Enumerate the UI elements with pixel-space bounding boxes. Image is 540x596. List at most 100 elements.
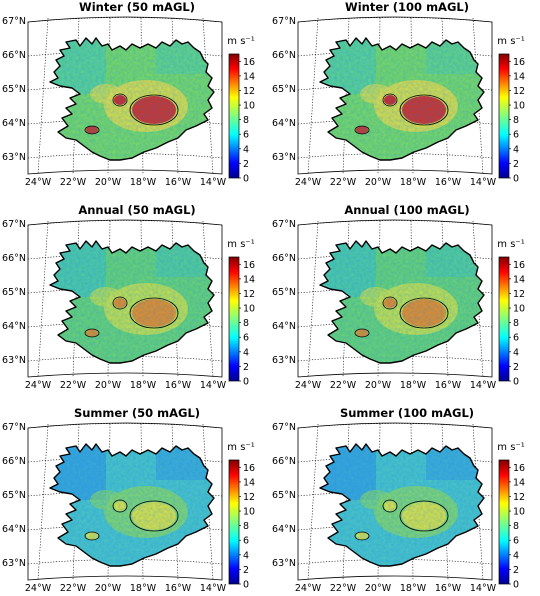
latitude-label: 64°N	[2, 524, 26, 535]
colorbar-unit: m s⁻¹	[497, 36, 524, 47]
colorbar-tick-label: 4	[513, 144, 519, 155]
latitude-label: 65°N	[272, 84, 296, 95]
map-panel: Summer (50 mAGL) 67°N 66°N 65°N 64°N 63°N 24°W…	[2, 406, 255, 594]
latitude-label: 66°N	[2, 253, 26, 264]
map-panel: Annual (50 mAGL) 67°N 66°N 65°N 64°N 63°N 24°W…	[2, 203, 255, 391]
panel-title: Winter (50 mAGL)	[79, 0, 195, 14]
colorbar-tick-label: 2	[243, 362, 249, 373]
longitude-label: 20°W	[95, 583, 122, 592]
colorbar-tick-label: 0	[513, 580, 519, 591]
colorbar	[228, 256, 240, 382]
colorbar-tick-label: 0	[243, 377, 249, 388]
longitude-label: 18°W	[130, 177, 157, 188]
colorbar	[498, 53, 510, 179]
longitude-label: 16°W	[435, 583, 462, 592]
longitude-label: 22°W	[330, 177, 357, 188]
longitude-label: 18°W	[130, 583, 157, 592]
longitude-gridline	[107, 220, 111, 378]
longitude-gridline	[140, 220, 144, 378]
colorbar-tick-label: 6	[243, 333, 249, 344]
latitude-label: 63°N	[2, 355, 26, 366]
longitude-gridline	[140, 423, 144, 581]
longitude-gridline	[377, 17, 381, 175]
longitude-label: 20°W	[365, 380, 392, 391]
longitude-gridline	[202, 220, 214, 378]
colorbar-tick-label: 4	[513, 550, 519, 561]
longitude-label: 24°W	[295, 583, 322, 592]
colorbar-tick-label: 14	[243, 274, 255, 285]
longitude-gridline	[202, 423, 214, 581]
colorbar-tick-label: 14	[243, 477, 255, 488]
latitude-label: 66°N	[2, 456, 26, 467]
longitude-label: 14°W	[470, 380, 497, 391]
colorbar-tick-label: 10	[513, 101, 525, 112]
longitude-gridline	[307, 423, 319, 581]
map-panel: Winter (50 mAGL) 67°N 66°N 65°N 64°N 63°N 24°W…	[2, 0, 255, 188]
latitude-gridline	[297, 17, 493, 23]
colorbar-tick-label: 12	[243, 492, 255, 503]
latitude-label: 67°N	[2, 422, 26, 433]
colorbar-tick-label: 6	[513, 130, 519, 141]
latitude-gridline	[27, 220, 223, 226]
longitude-label: 24°W	[295, 177, 322, 188]
longitude-label: 22°W	[60, 380, 87, 391]
panel-title: Annual (50 mAGL)	[78, 203, 195, 217]
longitude-label: 16°W	[435, 380, 462, 391]
colorbar-tick-label: 2	[513, 159, 519, 170]
longitude-label: 16°W	[165, 177, 192, 188]
longitude-gridline	[140, 17, 144, 175]
latitude-label: 64°N	[272, 321, 296, 332]
colorbar-tick-label: 10	[243, 304, 255, 315]
latitude-gridline	[297, 220, 493, 226]
colorbar-tick-label: 14	[513, 477, 525, 488]
panel-title: Summer (50 mAGL)	[74, 406, 200, 420]
longitude-gridline	[410, 423, 414, 581]
latitude-gridline	[27, 17, 223, 23]
iceland-wind-field	[319, 37, 485, 161]
colorbar-tick-label: 8	[513, 318, 519, 329]
colorbar-tick-label: 6	[243, 130, 249, 141]
colorbar-tick-label: 8	[243, 521, 249, 532]
colorbar-tick-label: 14	[513, 274, 525, 285]
latitude-label: 64°N	[2, 118, 26, 129]
colorbar-tick-label: 12	[243, 289, 255, 300]
colorbar-tick-label: 8	[243, 318, 249, 329]
latitude-label: 66°N	[2, 50, 26, 61]
map-panel: Summer (100 mAGL) 67°N 66°N 65°N 64°N 63°N 24°…	[272, 406, 525, 594]
colorbar-tick-label: 4	[243, 347, 249, 358]
longitude-gridline	[472, 423, 484, 581]
latitude-label: 63°N	[272, 558, 296, 569]
longitude-label: 22°W	[60, 177, 87, 188]
longitude-label: 14°W	[200, 583, 227, 592]
latitude-gridline	[297, 423, 493, 429]
longitude-label: 20°W	[365, 177, 392, 188]
latitude-gridline	[27, 153, 223, 159]
panel-title: Annual (100 mAGL)	[344, 203, 469, 217]
colorbar-tick-label: 2	[243, 159, 249, 170]
longitude-gridline	[37, 17, 49, 175]
colorbar-tick-label: 12	[513, 492, 525, 503]
colorbar-tick-label: 0	[513, 174, 519, 185]
longitude-gridline	[410, 17, 414, 175]
longitude-label: 24°W	[25, 583, 52, 592]
colorbar-tick-label: 14	[243, 71, 255, 82]
iceland-wind-field	[319, 443, 485, 567]
colorbar-tick-label: 12	[243, 86, 255, 97]
longitude-label: 22°W	[330, 380, 357, 391]
longitude-label: 18°W	[400, 177, 427, 188]
longitude-label: 20°W	[95, 177, 122, 188]
colorbar-tick-label: 6	[513, 333, 519, 344]
colorbar-tick-label: 0	[513, 377, 519, 388]
colorbar-tick-label: 4	[243, 550, 249, 561]
latitude-label: 67°N	[272, 219, 296, 230]
panel-title: Winter (100 mAGL)	[345, 0, 469, 14]
colorbar	[498, 256, 510, 382]
colorbar-tick-label: 2	[513, 362, 519, 373]
longitude-gridline	[410, 220, 414, 378]
longitude-gridline	[377, 220, 381, 378]
longitude-label: 22°W	[60, 583, 87, 592]
longitude-gridline	[37, 220, 49, 378]
panel-title: Summer (100 mAGL)	[340, 406, 474, 420]
latitude-label: 66°N	[272, 456, 296, 467]
